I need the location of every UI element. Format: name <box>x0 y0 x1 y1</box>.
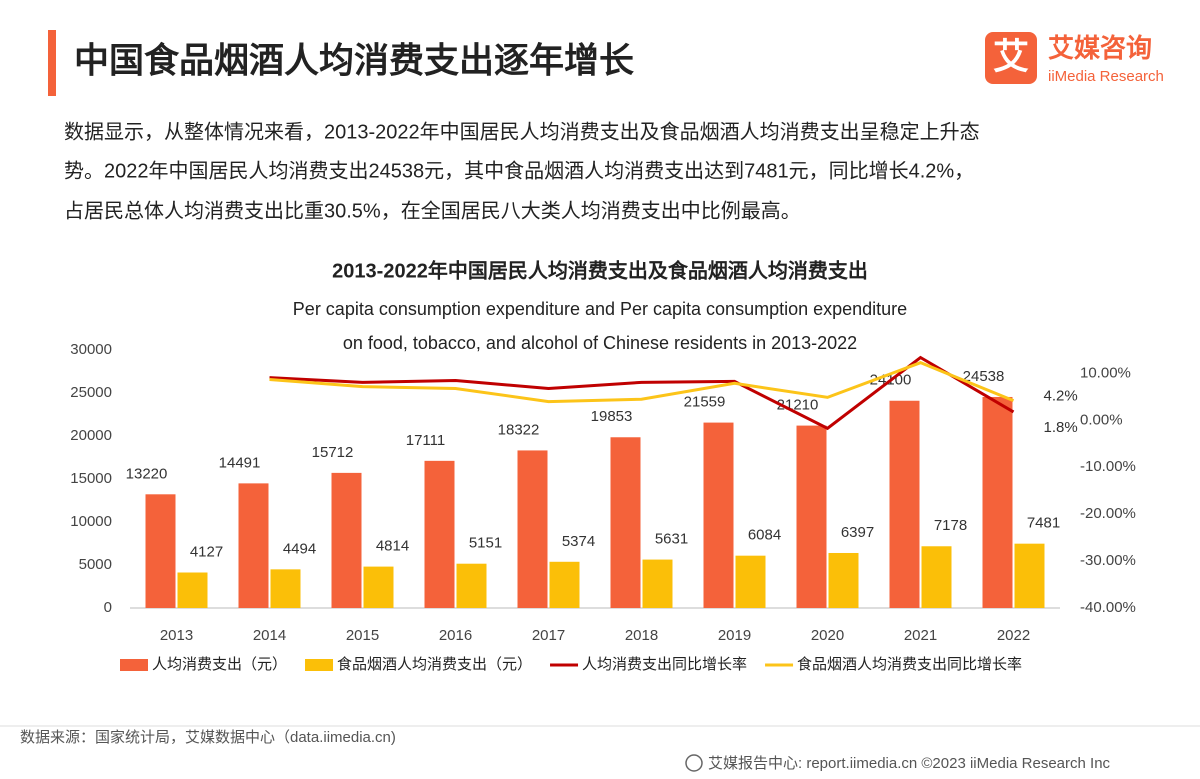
footer-icon <box>685 754 703 772</box>
bar <box>363 566 394 608</box>
logo-glyph: 艾 <box>993 36 1029 77</box>
bar-value-label: 18322 <box>498 421 540 438</box>
y-tick-label: 15000 <box>70 470 112 487</box>
bar-value-label: 4127 <box>190 543 223 560</box>
legend-swatch <box>305 659 334 671</box>
bar <box>703 422 734 608</box>
legend-label: 食品烟酒人均消费支出同比增长率 <box>797 656 1022 673</box>
x-tick-label: 2021 <box>904 627 937 644</box>
footer-credit: 艾媒报告中心: report.iimedia.cn ©2023 iiMedia … <box>708 755 1111 772</box>
legend-label: 人均消费支出（元） <box>152 656 287 673</box>
bar <box>610 437 641 608</box>
x-tick-label: 2017 <box>532 627 565 644</box>
x-tick-label: 2013 <box>160 627 193 644</box>
y2-tick-label: 10.00% <box>1080 364 1131 381</box>
chart-subtitle: on food, tobacco, and alcohol of Chinese… <box>343 333 857 353</box>
bar-value-label: 21559 <box>684 394 726 411</box>
bar-value-label: 19853 <box>591 408 633 425</box>
description-line: 占居民总体人均消费支出比重30.5%，在全国居民八大类人均消费支出中比例最高。 <box>64 199 801 222</box>
bar <box>270 569 301 608</box>
bar <box>889 400 920 608</box>
y-tick-label: 5000 <box>79 556 112 573</box>
line <box>269 361 1015 404</box>
x-tick-label: 2020 <box>811 627 844 644</box>
bar-value-label: 17111 <box>406 432 446 449</box>
x-tick-label: 2019 <box>718 627 751 644</box>
line-value-label: 4.2% <box>1044 388 1078 405</box>
bar-value-label: 5374 <box>562 533 595 550</box>
y2-tick-label: 0.00% <box>1080 411 1123 428</box>
logo-en: iiMedia Research <box>1048 68 1164 85</box>
bar <box>517 450 548 608</box>
x-tick-label: 2015 <box>346 627 379 644</box>
bar <box>921 546 952 608</box>
bar <box>177 572 208 608</box>
bar-value-label: 4494 <box>283 540 316 557</box>
y-tick-label: 10000 <box>70 513 112 530</box>
x-tick-label: 2014 <box>253 627 286 644</box>
x-tick-label: 2018 <box>625 627 658 644</box>
page-title: 中国食品烟酒人均消费支出逐年增长 <box>74 40 634 80</box>
x-tick-label: 2022 <box>997 627 1030 644</box>
footer-source: 数据来源：国家统计局，艾媒数据中心（data.iimedia.cn) <box>20 729 396 746</box>
bar <box>982 396 1013 608</box>
bar <box>642 559 673 608</box>
y2-tick-label: -40.00% <box>1080 599 1136 616</box>
bar-value-label: 6084 <box>748 527 781 544</box>
bar <box>828 552 859 608</box>
y-tick-label: 25000 <box>70 384 112 401</box>
bar <box>145 494 176 608</box>
bar-value-label: 7178 <box>934 517 967 534</box>
bar <box>456 563 487 608</box>
line <box>269 355 1015 431</box>
bar <box>796 425 827 608</box>
bar-value-label: 4814 <box>376 538 409 555</box>
bar-value-label: 7481 <box>1027 515 1060 532</box>
y-tick-label: 20000 <box>70 427 112 444</box>
x-tick-label: 2016 <box>439 627 472 644</box>
legend-swatch <box>120 659 148 671</box>
bar <box>238 483 269 608</box>
bar <box>735 555 766 608</box>
legend-label: 食品烟酒人均消费支出（元） <box>337 656 532 673</box>
bar-value-label: 5631 <box>655 531 688 548</box>
legend-label: 人均消费支出同比增长率 <box>582 656 747 673</box>
bar-value-label: 24538 <box>963 368 1005 385</box>
logo-icon <box>985 32 1037 84</box>
bar-value-label: 14491 <box>219 454 261 471</box>
bar <box>549 561 580 608</box>
line-value-label: 1.8% <box>1044 419 1078 436</box>
description-line: 数据显示，从整体情况来看，2013-2022年中国居民人均消费支出及食品烟酒人均… <box>64 120 980 143</box>
title-accent <box>48 30 56 96</box>
y2-tick-label: -30.00% <box>1080 552 1136 569</box>
y2-tick-label: -10.00% <box>1080 458 1136 475</box>
bar <box>331 472 362 608</box>
bar-value-label: 15712 <box>312 444 354 461</box>
bar <box>1014 543 1045 608</box>
chart-subtitle: Per capita consumption expenditure and P… <box>293 299 907 319</box>
y-tick-label: 0 <box>104 599 112 616</box>
y-tick-label: 30000 <box>70 341 112 358</box>
bar-value-label: 6397 <box>841 524 874 541</box>
bar-value-label: 13220 <box>126 465 168 482</box>
chart-title: 2013-2022年中国居民人均消费支出及食品烟酒人均消费支出 <box>332 258 868 282</box>
logo-name: 艾媒咨询 <box>1048 33 1152 63</box>
y2-tick-label: -20.00% <box>1080 505 1136 522</box>
description-line: 势。2022年中国居民人均消费支出24538元，其中食品烟酒人均消费支出达到74… <box>64 159 974 182</box>
bar-value-label: 5151 <box>469 535 502 552</box>
bar <box>424 460 455 608</box>
